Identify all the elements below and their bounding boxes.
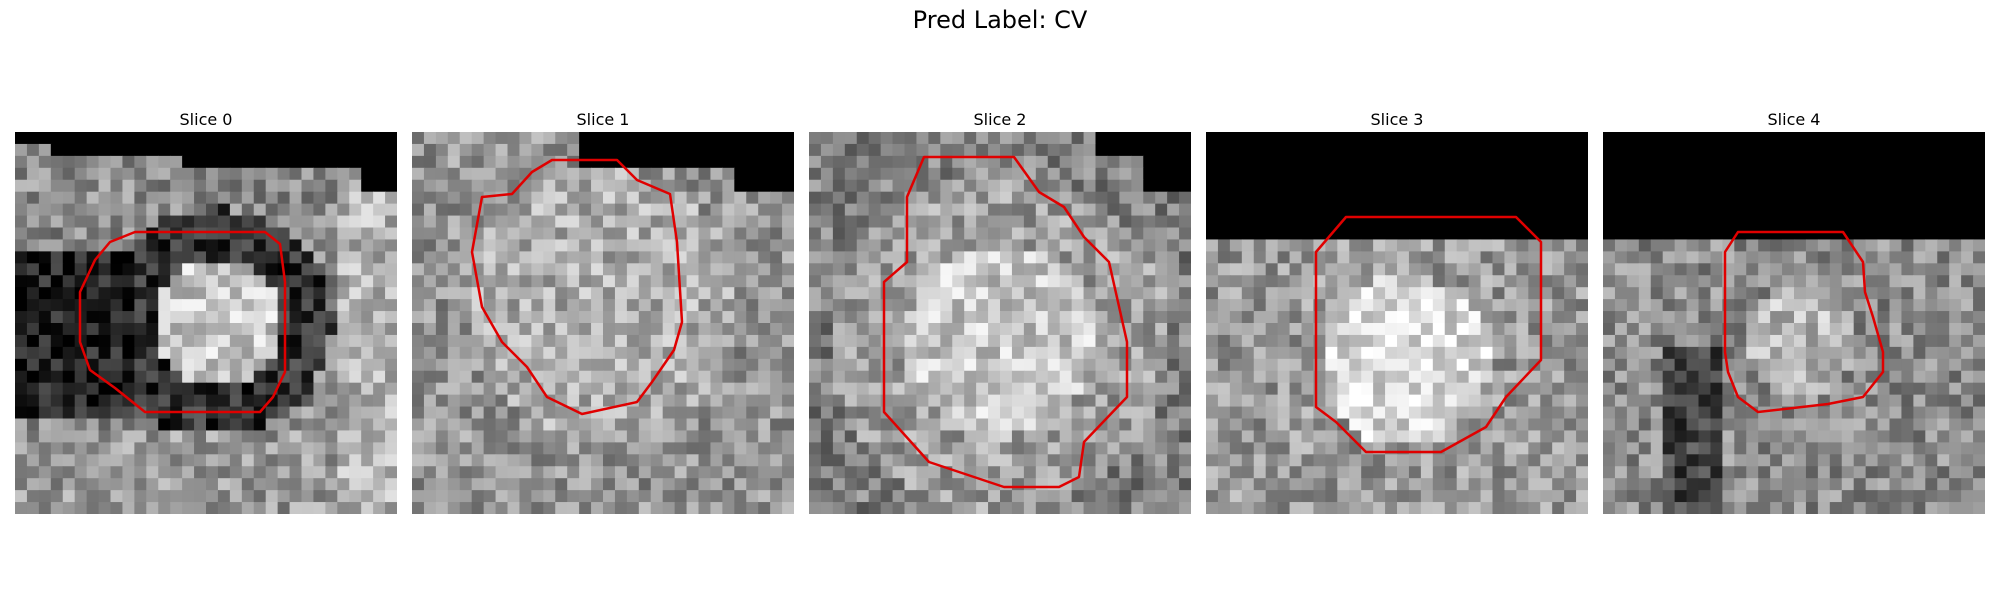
- slice-panel-0: Slice 0: [15, 108, 397, 514]
- slice-image-1: [412, 132, 794, 514]
- segmentation-contour-3: [1314, 215, 1543, 454]
- slice-image-0: [15, 132, 397, 514]
- mri-pixels-1: [412, 132, 794, 514]
- slice-title-4: Slice 4: [1767, 110, 1821, 129]
- slice-panel-4: Slice 4: [1603, 108, 1985, 514]
- slice-title-1: Slice 1: [576, 110, 630, 129]
- slice-title-2: Slice 2: [973, 110, 1027, 129]
- mri-pixels-4: [1603, 132, 1985, 514]
- mri-pixels-2: [809, 132, 1191, 514]
- figure-title: Pred Label: CV: [912, 6, 1088, 34]
- slice-image-3: [1206, 132, 1588, 514]
- mri-pixels-0: [15, 132, 397, 514]
- slice-panel-1: Slice 1: [412, 108, 794, 514]
- segmentation-contour-1: [470, 158, 684, 416]
- segmentation-contour-0: [78, 230, 287, 414]
- slice-image-4: [1603, 132, 1985, 514]
- segmentation-contour-2: [882, 155, 1129, 489]
- slice-image-2: [809, 132, 1191, 514]
- slice-title-0: Slice 0: [179, 110, 233, 129]
- slice-panel-2: Slice 2: [809, 108, 1191, 514]
- mri-pixels-3: [1206, 132, 1588, 514]
- segmentation-contour-4: [1723, 230, 1885, 414]
- slice-panel-3: Slice 3: [1206, 108, 1588, 514]
- slice-title-3: Slice 3: [1370, 110, 1424, 129]
